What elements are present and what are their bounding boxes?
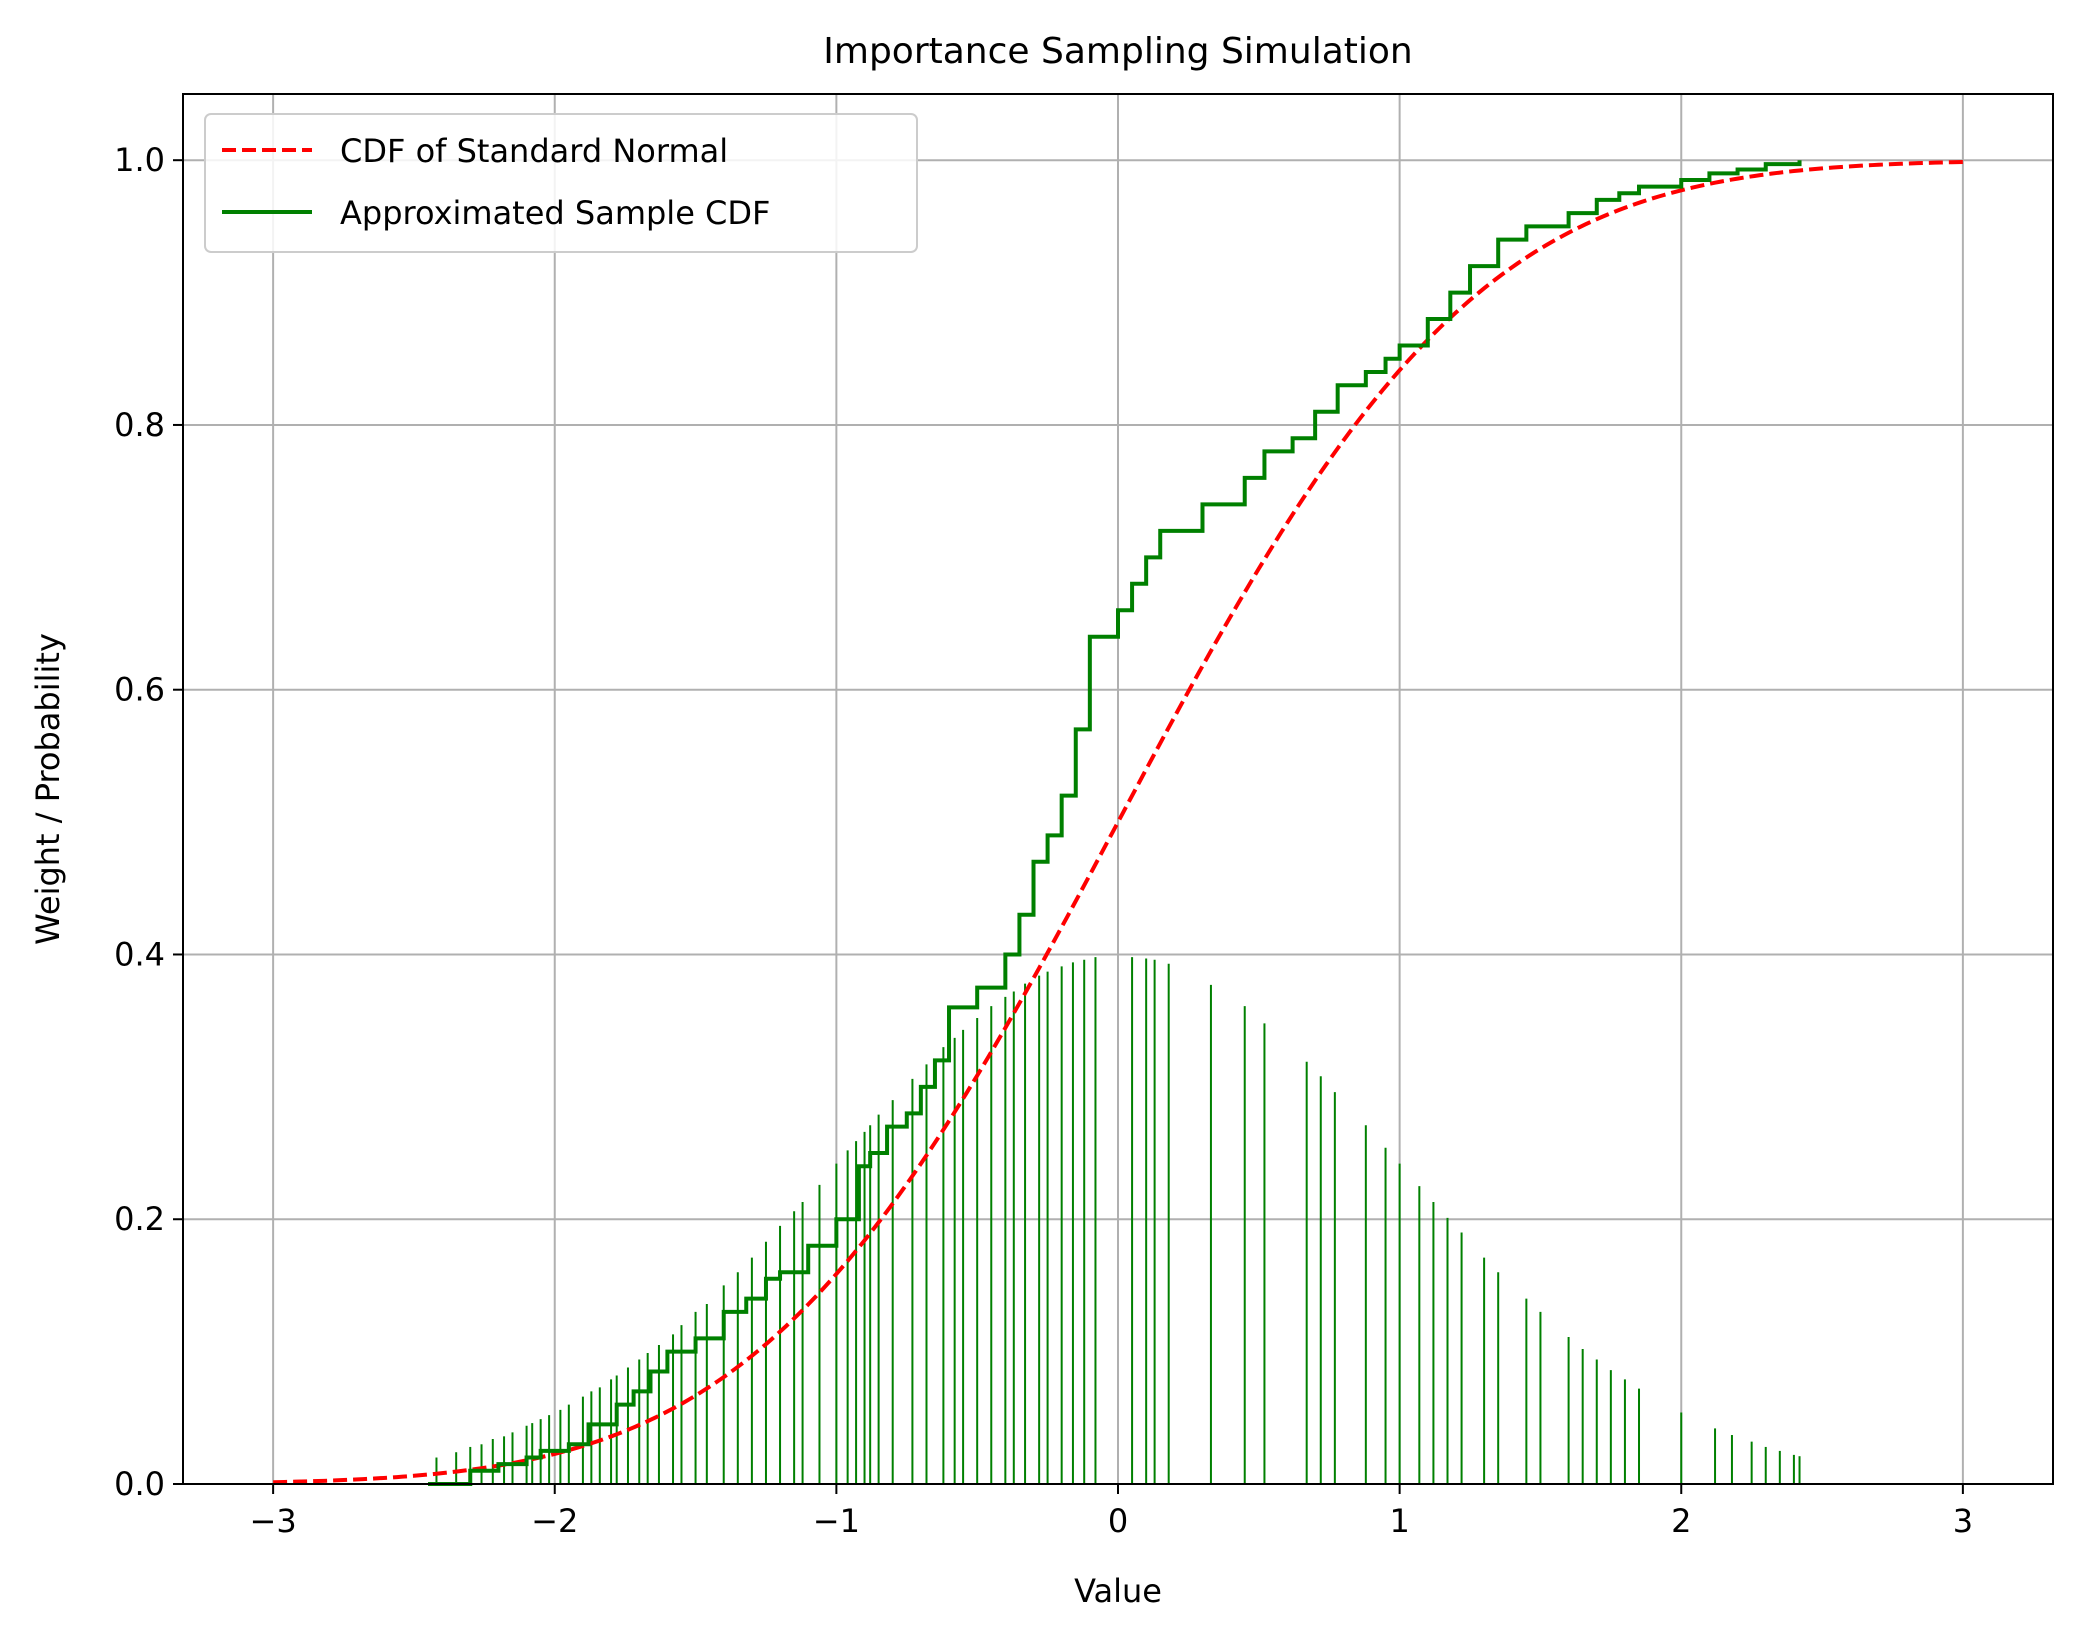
chart-title: Importance Sampling Simulation (823, 31, 1412, 72)
x-axis-label: Value (1074, 1572, 1162, 1610)
legend-box (204, 113, 918, 253)
axis-ticks: −3 −2 −1 0 1 2 3 0.0 0.2 0.4 0.6 0.8 1.0 (114, 141, 1973, 1540)
y-tick-label: 1.0 (114, 141, 165, 179)
series-lines (273, 159, 1963, 1486)
normal-cdf-line (273, 159, 1963, 1485)
y-tick-label: 0.8 (114, 406, 165, 444)
y-tick-label: 0.0 (114, 1465, 165, 1503)
y-tick-label: 0.4 (114, 935, 165, 973)
x-tick-label: −3 (250, 1502, 297, 1540)
sample-cdf-line (428, 160, 1802, 1486)
x-tick-label: 1 (1389, 1502, 1409, 1540)
legend-label-sample-cdf: Approximated Sample CDF (340, 194, 770, 232)
legend-label-normal-cdf: CDF of Standard Normal (340, 132, 728, 170)
x-tick-label: −2 (531, 1502, 578, 1540)
x-tick-label: −1 (813, 1502, 860, 1540)
y-tick-label: 0.6 (114, 671, 165, 709)
y-axis-label: Weight / Probability (29, 633, 67, 945)
y-tick-label: 0.2 (114, 1200, 165, 1238)
x-tick-label: 0 (1108, 1502, 1128, 1540)
x-tick-label: 2 (1671, 1502, 1691, 1540)
x-tick-label: 3 (1953, 1502, 1973, 1540)
sample-weight-stems (435, 957, 1801, 1484)
legend: CDF of Standard Normal Approximated Samp… (204, 113, 918, 253)
